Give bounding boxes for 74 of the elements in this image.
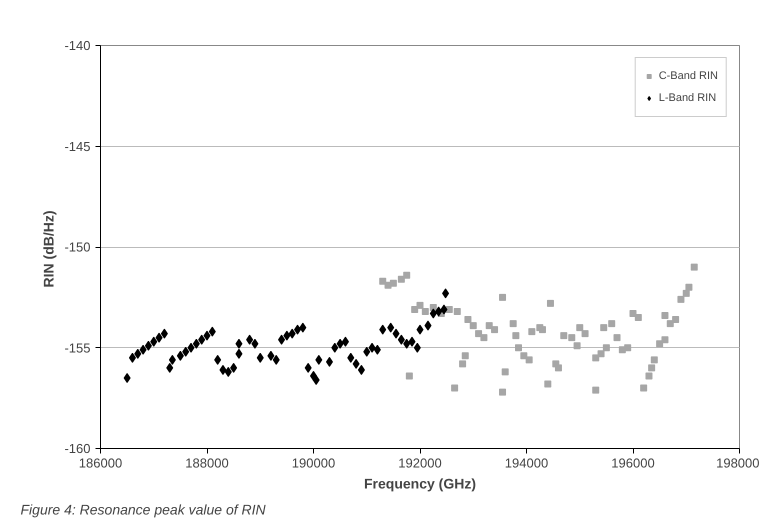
point [398,334,405,345]
point [331,342,338,353]
point [442,288,450,298]
x-axis-title: Frequency (GHz) [364,476,476,492]
point [299,322,306,333]
point [294,324,302,335]
y-axis-title: RIN (dB/Hz) [40,210,56,288]
point [144,340,152,351]
point [336,338,344,349]
caption: Figure 4: Resonance peak value of RIN [20,502,267,518]
point [312,374,320,385]
point [278,334,286,345]
point [246,334,254,345]
point [304,362,312,373]
point [182,346,190,357]
point [283,330,290,341]
point [272,354,280,365]
point [403,338,410,349]
point [235,338,242,349]
point [192,338,200,349]
x-tick-label: 186000 [78,456,122,470]
point [134,348,142,359]
legend-label: L-Band RIN [658,92,716,104]
point [156,332,163,343]
x-tick-label: 188000 [185,456,229,470]
point [251,338,258,349]
point [150,336,158,347]
point [140,344,147,355]
point [315,354,322,365]
x-tick-label: 196000 [611,456,655,470]
point [414,342,421,353]
point [430,308,437,318]
y-tick-label: -155 [64,340,91,356]
point [224,366,232,377]
y-tick-label: -150 [64,240,91,254]
point [235,348,242,359]
point [166,362,174,373]
point [392,328,400,339]
point [424,320,432,331]
x-tick-label: 192000 [398,456,442,470]
legend-label: C-Band RIN [658,70,718,82]
point [160,328,168,339]
point [352,358,360,369]
point [379,324,386,335]
point [176,350,184,361]
point [208,326,216,337]
point [288,328,296,339]
point [342,336,349,347]
point [128,352,136,363]
point [267,350,274,361]
point [408,336,416,347]
point [124,372,131,383]
point [326,356,333,367]
point [358,364,365,375]
point [168,354,176,365]
y-tick-label: -140 [64,38,91,53]
point [214,354,222,365]
point [440,304,448,314]
point [256,352,264,363]
point [219,364,226,375]
x-tick-label: 198000 [716,456,759,470]
point [374,344,381,355]
y-tick-label: -160 [64,441,91,456]
point [387,322,394,333]
y-tick-label: -145 [64,138,91,154]
x-tick-label: 190000 [292,456,336,470]
point [230,362,238,373]
point [347,352,354,363]
point [435,306,442,316]
point [188,342,195,353]
point [198,334,206,345]
point [368,342,376,353]
point [363,346,370,357]
x-tick-label: 194000 [504,456,548,470]
